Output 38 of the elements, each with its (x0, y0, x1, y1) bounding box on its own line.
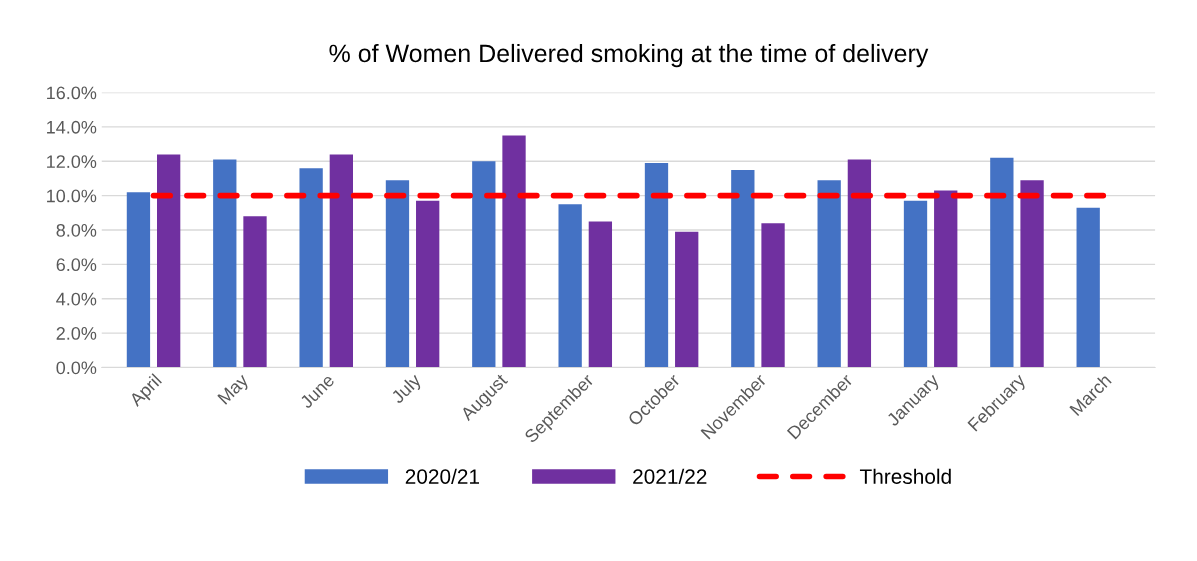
y-tick-label: 14.0% (47, 120, 97, 134)
bar (243, 216, 267, 368)
bar (213, 159, 237, 368)
bar (126, 192, 151, 368)
bar (416, 200, 440, 368)
bar (990, 157, 1014, 368)
bar (299, 168, 323, 368)
bar (157, 154, 181, 368)
bar (817, 180, 841, 368)
bar (588, 221, 613, 368)
y-tick-label: 0.0% (56, 361, 97, 375)
x-tick-label: May (217, 372, 252, 408)
y-tick-label: 16.0% (47, 86, 97, 100)
bar (675, 231, 699, 368)
bar (1076, 207, 1100, 368)
y-tick-label: 8.0% (56, 223, 97, 237)
y-tick-label: 2.0% (56, 327, 97, 340)
bar (502, 135, 526, 368)
y-tick-label: 4.0% (56, 292, 97, 306)
bar (644, 163, 669, 368)
bar (558, 204, 582, 368)
y-tick-label: 10.0% (47, 189, 97, 203)
legend-label: 2020/21 (405, 468, 480, 484)
legend-label: Threshold (859, 468, 951, 484)
bar (903, 200, 928, 368)
bar (934, 190, 958, 368)
bar (731, 169, 755, 368)
legend-label: 2021/22 (633, 468, 707, 484)
bar (761, 223, 785, 368)
bar (329, 154, 353, 368)
y-tick-label: 12.0% (47, 155, 97, 169)
bar (385, 180, 410, 368)
bar (472, 161, 496, 368)
chart-title: % of Women Delivered smoking at the time of delivery (329, 43, 929, 68)
bar (847, 159, 872, 368)
y-tick-label: 6.0% (56, 258, 97, 272)
bar (1020, 180, 1044, 368)
x-tick-label: July (390, 372, 425, 407)
